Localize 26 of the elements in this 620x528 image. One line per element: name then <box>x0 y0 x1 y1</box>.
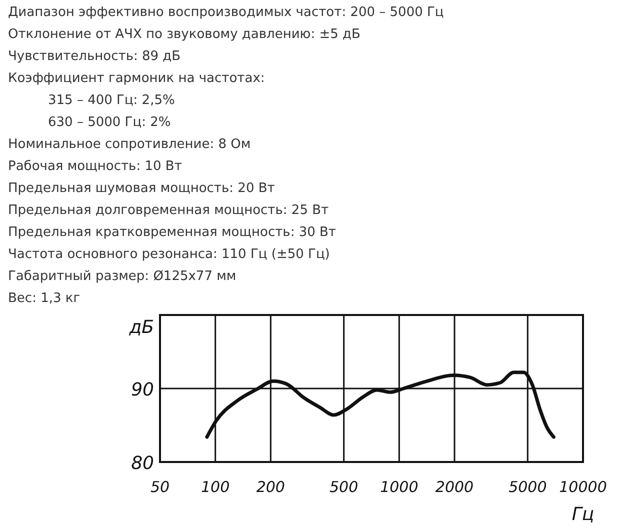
x-tick-label: 50 <box>150 478 170 496</box>
text: 630 – 5000 Гц: 2% <box>48 115 171 130</box>
text: Номинальное сопротивление: 8 Ом <box>8 137 251 152</box>
x-tick-label: 200 <box>256 478 285 496</box>
x-tick-label: 500 <box>330 478 358 496</box>
text: Габаритный размер: Ø125x77 мм <box>8 269 236 284</box>
text: Вес: 1,3 кг <box>8 291 80 306</box>
text: Предельная долговременная мощность: 25 Вт <box>8 203 330 218</box>
text: Чувствительность: 89 дБ <box>8 49 181 64</box>
x-tick-label: 100 <box>201 478 230 496</box>
x-tick-label: 1000 <box>380 478 418 496</box>
y-tick-label: 80 <box>131 453 154 474</box>
text: Рабочая мощность: 10 Вт <box>8 159 182 174</box>
text: Коэффициент гармоник на частотах: <box>8 71 265 86</box>
text: Отклонение от АЧХ по звуковому давлению: ±5 дБ <box>8 27 360 42</box>
x-axis-title: Гц <box>572 504 594 525</box>
text: Предельная шумовая мощность: 20 Вт <box>8 181 276 196</box>
y-axis-title: дБ <box>128 317 154 338</box>
text: Частота основного резонанса: 110 Гц (±50 Гц) <box>8 247 330 262</box>
text: 315 – 400 Гц: 2,5% <box>48 93 175 108</box>
x-tick-label: 5000 <box>508 478 547 496</box>
x-tick-label: 2000 <box>435 478 474 496</box>
text: Диапазон эффективно воспроизводимых частот: 200 – 5000 Гц <box>8 5 444 20</box>
text: Предельная кратковременная мощность: 30 Вт <box>8 225 336 240</box>
x-tick-label: 10000 <box>559 478 607 496</box>
y-tick-label: 90 <box>131 380 154 400</box>
